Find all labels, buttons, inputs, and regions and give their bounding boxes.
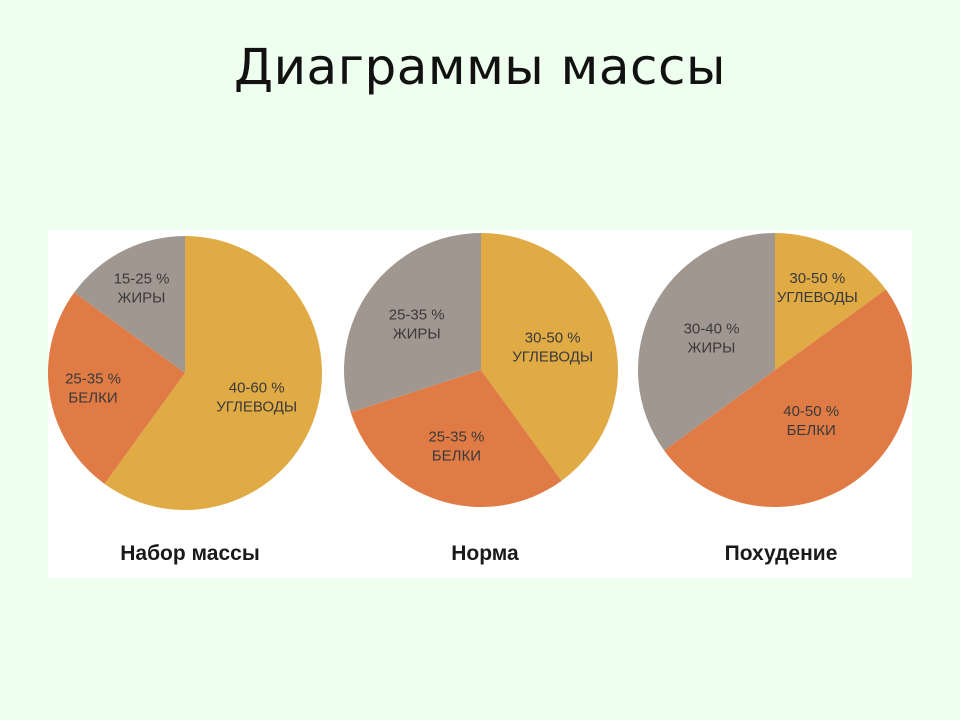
pie-slice-белки xyxy=(664,289,912,507)
pie-slice-жиры xyxy=(344,233,481,413)
pie-slice-углеводы xyxy=(104,236,322,510)
slice-name-label: ЖИРЫ xyxy=(118,290,166,307)
pie-slice-углеводы xyxy=(481,233,619,481)
pie-slice-белки xyxy=(350,370,562,508)
slice-range-label: 40-50 % xyxy=(783,403,839,420)
pie-slice-жиры xyxy=(637,233,775,451)
pie-slice-белки xyxy=(48,292,185,484)
pie-chart-3: 30-50 % УГЛЕВОДЫ 40-50 % БЕЛКИ 30-40 % ЖИРЫ По… xyxy=(637,233,912,565)
chart-caption: Набор массы xyxy=(120,542,260,565)
slice-name-label: ЖИРЫ xyxy=(393,325,441,342)
slice-name-label: УГЛЕВОДЫ xyxy=(512,349,593,366)
slice-range-label: 25-35 % xyxy=(389,306,445,323)
pie-chart-1: 40-60 % УГЛЕВОДЫ 25-35 % БЕЛКИ 15-25 % ЖИРЫ На… xyxy=(48,236,322,565)
slice-range-label: 25-35 % xyxy=(428,429,484,446)
slice-range-label: 25-35 % xyxy=(65,371,121,388)
pie-charts-svg: 40-60 % УГЛЕВОДЫ 25-35 % БЕЛКИ 15-25 % ЖИРЫ На… xyxy=(48,233,912,565)
slice-name-label: УГЛЕВОДЫ xyxy=(777,289,858,306)
slice-range-label: 30-40 % xyxy=(684,321,740,338)
chart-caption: Норма xyxy=(451,542,519,565)
pie-slice-углеводы xyxy=(775,233,886,370)
slice-range-label: 30-50 % xyxy=(525,330,581,347)
slice-range-label: 40-60 % xyxy=(229,379,285,396)
slice-name-label: БЕЛКИ xyxy=(68,390,117,407)
slice-name-label: ЖИРЫ xyxy=(688,340,736,357)
pie-slice-жиры xyxy=(74,236,185,373)
slice-name-label: БЕЛКИ xyxy=(432,448,481,465)
chart-caption: Похудение xyxy=(725,542,838,565)
pie-charts-panel: 40-60 % УГЛЕВОДЫ 25-35 % БЕЛКИ 15-25 % ЖИРЫ На… xyxy=(48,230,912,578)
slice-name-label: УГЛЕВОДЫ xyxy=(216,398,297,415)
slide-title: Диаграммы массы xyxy=(234,38,726,96)
pie-chart-2: 30-50 % УГЛЕВОДЫ 25-35 % БЕЛКИ 25-35 % ЖИРЫ Но… xyxy=(344,233,619,565)
slice-range-label: 15-25 % xyxy=(114,271,170,288)
slice-range-label: 30-50 % xyxy=(789,270,845,287)
slice-name-label: БЕЛКИ xyxy=(787,422,836,439)
